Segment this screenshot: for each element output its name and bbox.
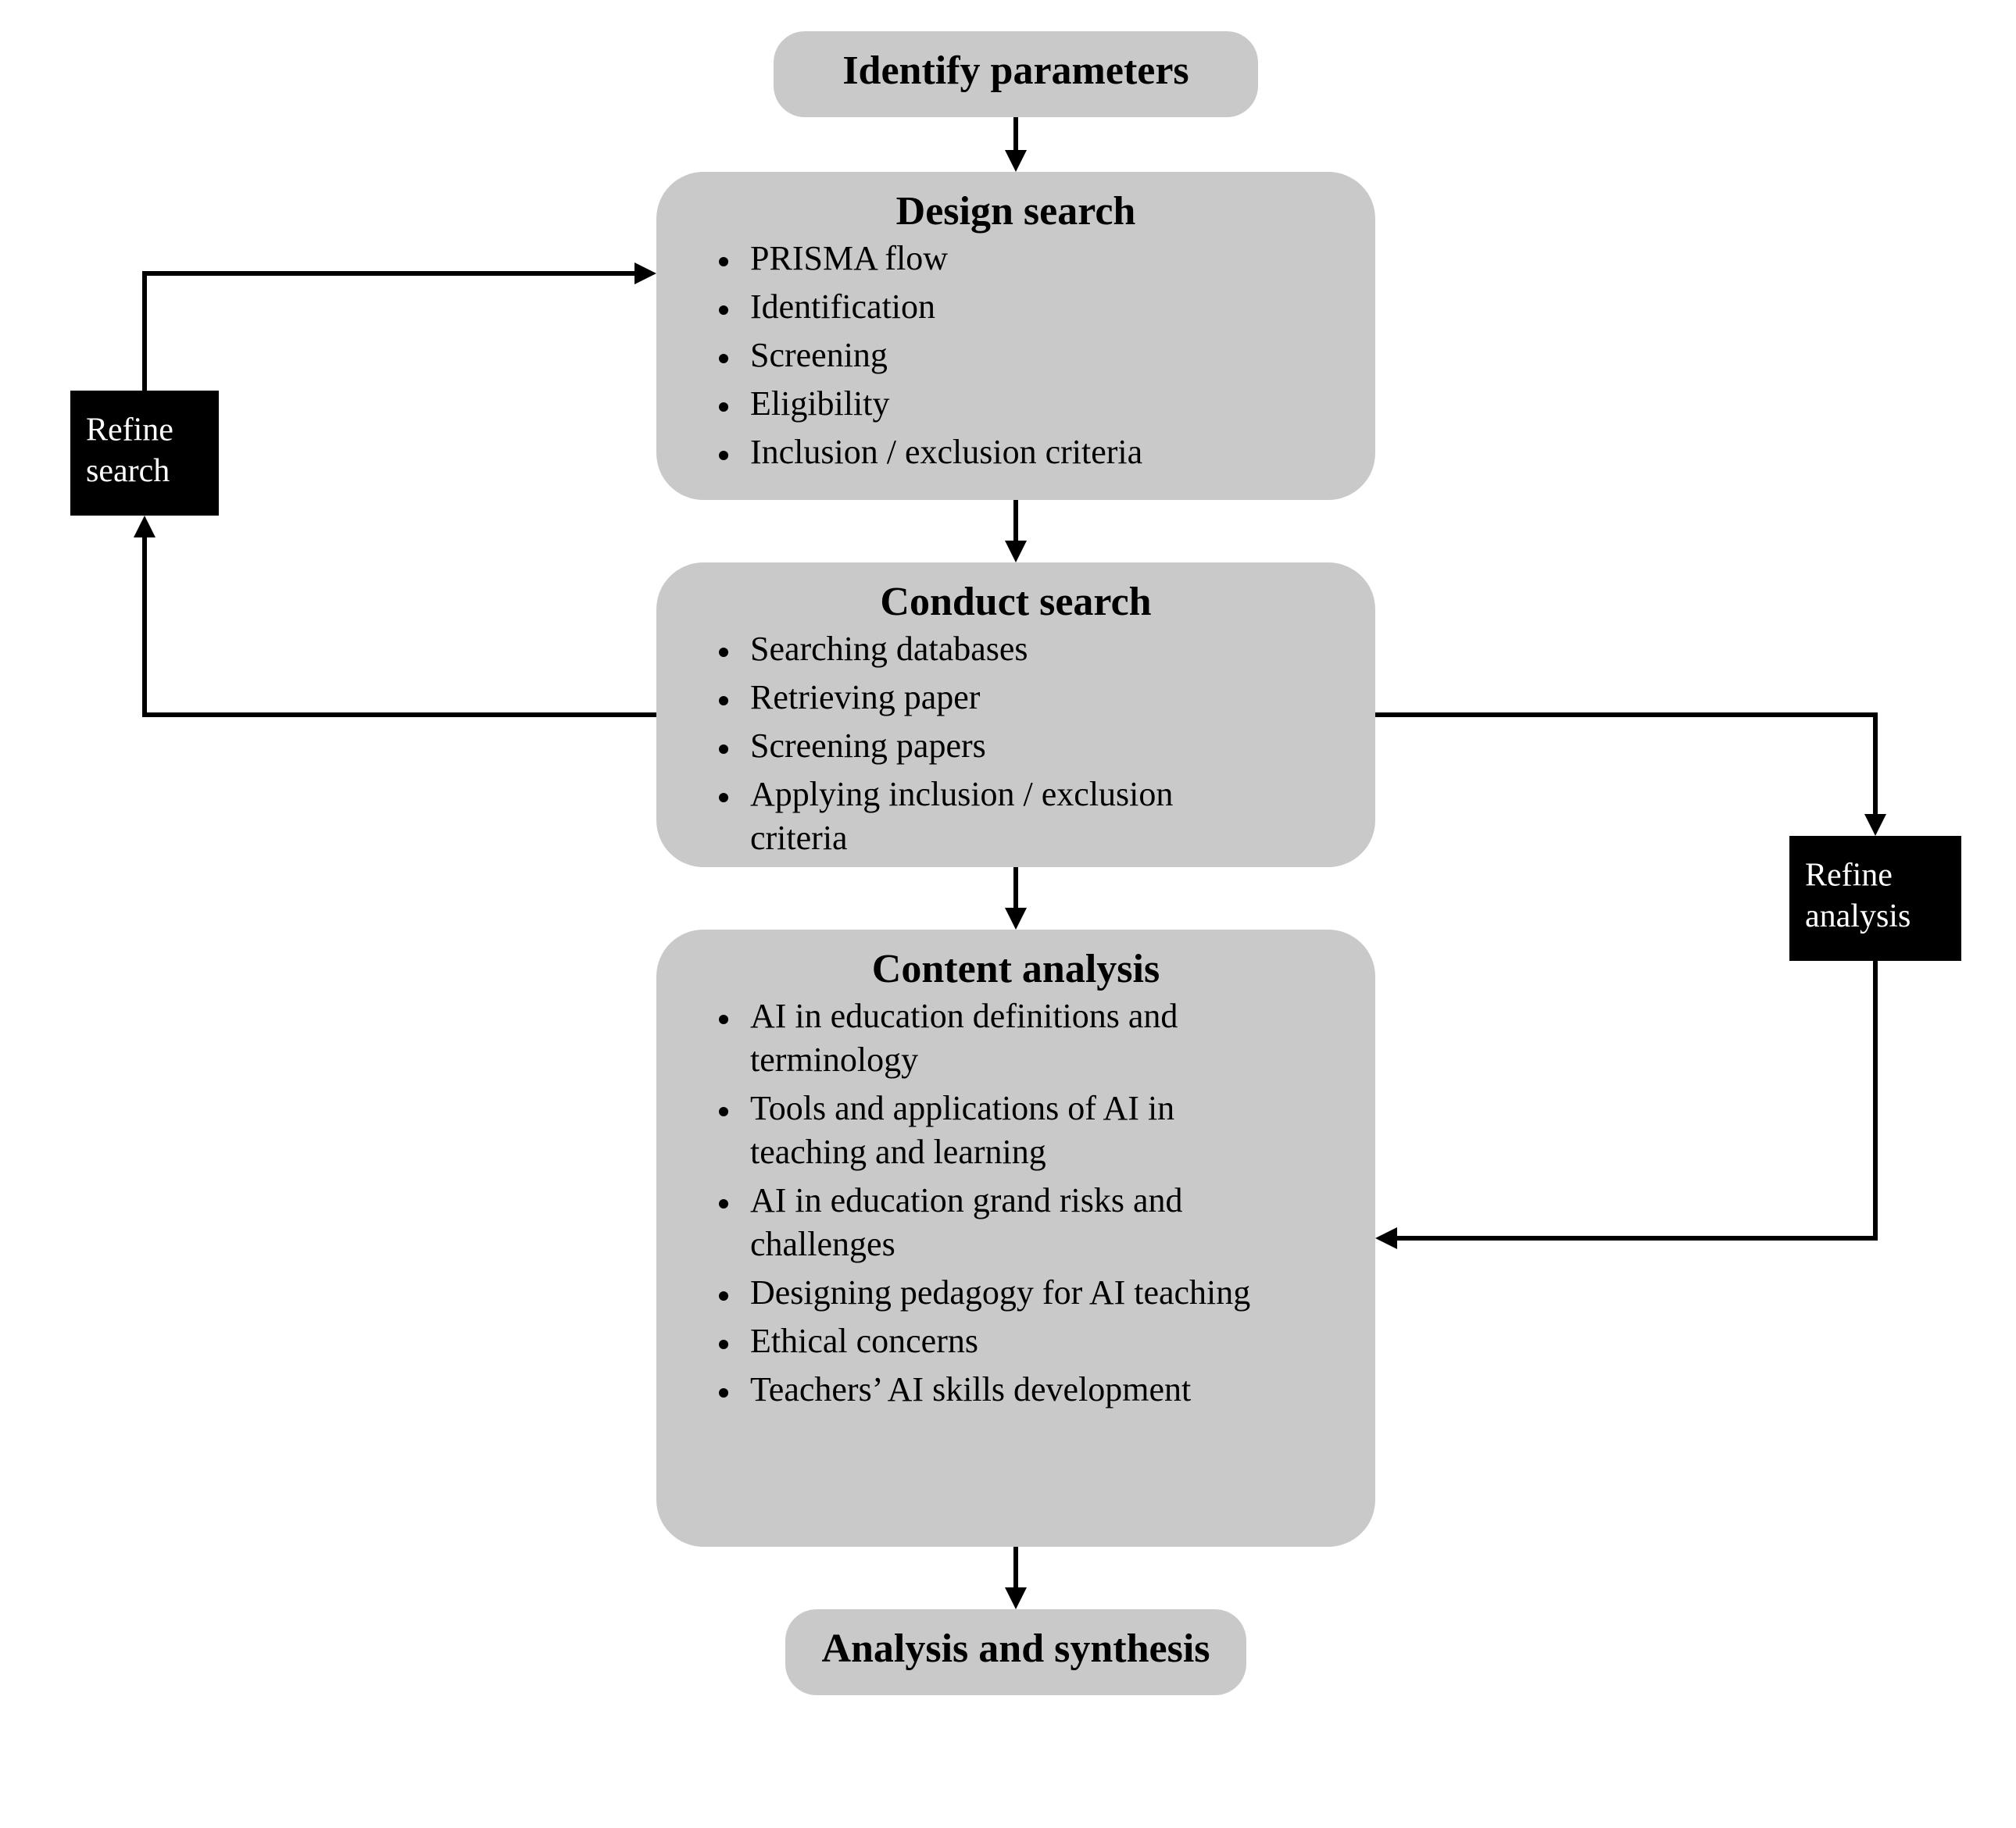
- bullet-text: terminology: [750, 1041, 918, 1079]
- node-title: Conduct search: [880, 580, 1151, 624]
- bullet-text: Searching databases: [750, 630, 1028, 668]
- refine-label: Refine: [1805, 857, 1893, 893]
- node-synthesis: Analysis and synthesis: [785, 1609, 1246, 1695]
- node-content: Content analysis AI in education definiti…: [656, 930, 1375, 1547]
- refine-label: analysis: [1805, 898, 1911, 934]
- bullet-text: teaching and learning: [750, 1133, 1046, 1171]
- bullet-text: Teachers’ AI skills development: [750, 1370, 1191, 1408]
- flowchart-svg: Identify parameters Design search PRISMA f…: [0, 0, 2016, 1828]
- bullet-text: Designing pedagogy for AI teaching: [750, 1273, 1250, 1312]
- bullet-text: Applying inclusion / exclusion: [750, 775, 1173, 813]
- bullet-text: Tools and applications of AI in: [750, 1089, 1174, 1127]
- node-identify: Identify parameters: [774, 31, 1258, 117]
- node-title: Content analysis: [872, 947, 1160, 991]
- node-conduct: Conduct search Searching databases Retriev…: [656, 562, 1375, 867]
- node-refine_analysis: Refine analysis: [1789, 836, 1961, 961]
- node-refine_search: Refine search: [70, 391, 219, 516]
- refine-label: Refine: [86, 412, 173, 448]
- bullet-text: Eligibility: [750, 384, 889, 423]
- bullet-text: Retrieving paper: [750, 678, 981, 716]
- bullet-text: PRISMA flow: [750, 239, 948, 277]
- bullet-text: Screening: [750, 336, 888, 374]
- node-title: Identify parameters: [842, 48, 1189, 93]
- node-title: Analysis and synthesis: [821, 1626, 1210, 1671]
- refine-label: search: [86, 453, 170, 489]
- bullet-text: challenges: [750, 1225, 895, 1263]
- bullet-text: Ethical concerns: [750, 1322, 978, 1360]
- bullet-text: Screening papers: [750, 727, 986, 765]
- node-title: Design search: [896, 189, 1136, 234]
- bullet-text: criteria: [750, 819, 848, 857]
- bullet-text: Identification: [750, 287, 935, 326]
- bullet-text: Inclusion / exclusion criteria: [750, 433, 1142, 471]
- node-design: Design search PRISMA flow Identification Sc…: [656, 172, 1375, 500]
- bullet-text: AI in education grand risks and: [750, 1181, 1183, 1219]
- bullet-text: AI in education definitions and: [750, 997, 1178, 1035]
